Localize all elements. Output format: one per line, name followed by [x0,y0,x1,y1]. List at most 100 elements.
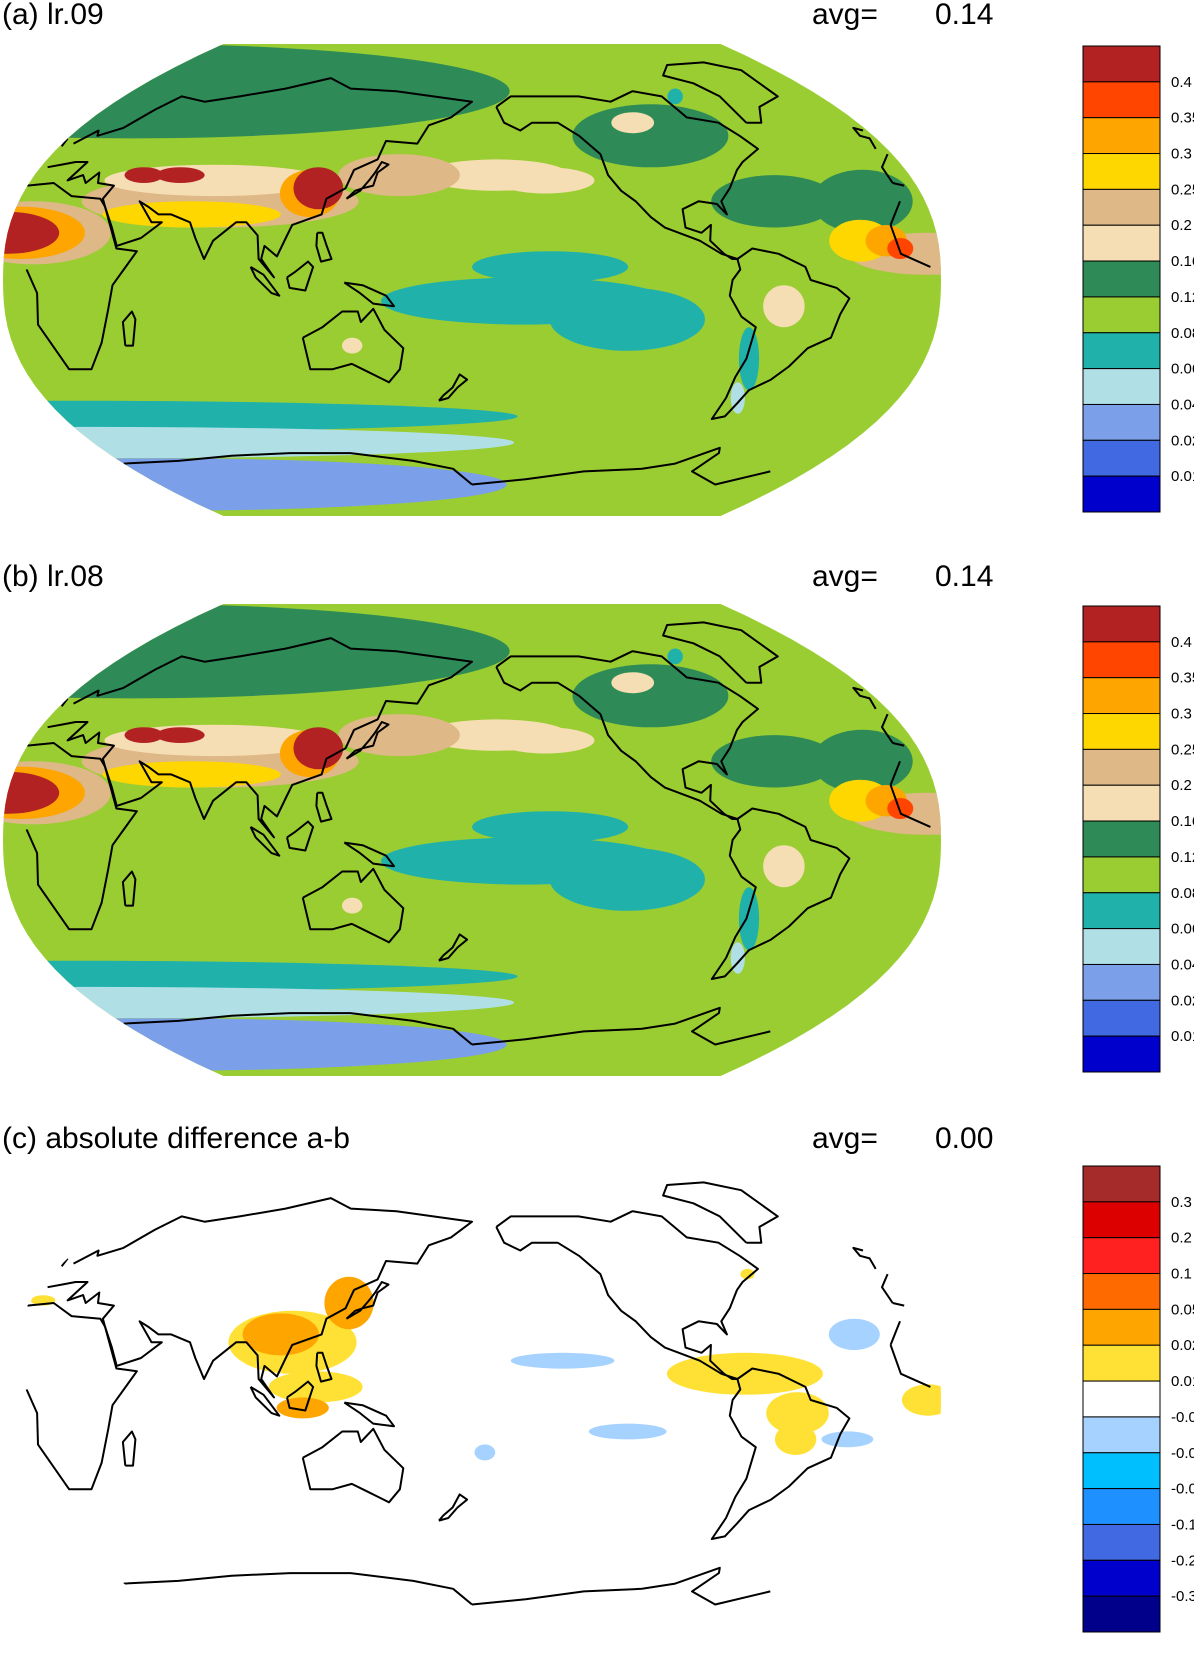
colorbar-label: 0.02 [1171,1337,1194,1354]
field-cell [711,735,837,788]
coastline-australia [301,867,405,944]
field-cell [588,1423,667,1440]
field-cell [549,847,705,911]
coastline-philippines [315,231,333,263]
field-cell [828,1318,880,1351]
field-cell [471,811,629,843]
world-map [3,1164,941,1636]
colorbar-label: 0.35 [1171,670,1194,687]
field-cell [738,327,760,391]
colorbar-label: 0.01 [1171,468,1194,485]
avg-label: avg= [812,1122,878,1155]
field-cell [572,664,729,728]
panel-b: (b) lr.08 avg= 0.14 0.4 0.35 0.3 0.25 0.2 0.1… [0,560,1194,1120]
field-cell [774,1423,817,1455]
colorbar-label: 0.08 [1171,885,1194,902]
coastline-samerica [710,807,851,980]
avg-value: 0.00 [935,1122,994,1155]
panel-c: (c) absolute difference a-b avg= 0.00 0.… [0,1120,1194,1677]
coastline-samerica [710,247,851,420]
avg-value: 0.14 [935,0,994,31]
colorbar-label: 0.12 [1171,849,1194,866]
field-cell [763,845,805,888]
colorbar-swatch [1082,784,1161,822]
coastline-namerica [495,1210,759,1380]
colorbar-swatch [1082,1559,1161,1597]
coastline-madagascar [121,310,137,347]
colorbar: 0.3 0.2 0.1 0.05 0.02 0.01 -0.01 -0.02 -0.05 -0.1… [1082,1165,1194,1633]
colorbar-swatch [1082,1308,1161,1346]
colorbar: 0.4 0.35 0.3 0.25 0.2 0.16 0.12 0.08 0.06 0.04 0.0… [1082,45,1194,513]
coastline-eurasia [47,637,905,839]
colorbar-swatch [1082,117,1161,155]
avg-label: avg= [812,0,878,31]
colorbar-swatch [1082,1595,1161,1633]
coastline-madagascar [121,1430,137,1467]
colorbar-swatch [1082,1237,1161,1275]
field-cell [887,798,914,819]
field-cell [510,1352,615,1369]
coastline-japan [345,1281,390,1320]
colorbar-swatch [1082,224,1161,262]
field-cell [887,238,914,259]
coastline-philippines [315,1351,333,1383]
field-cell [667,88,683,105]
coastline-eurasia [47,77,905,279]
colorbar-label: 0.1 [1171,1266,1192,1283]
colorbar-swatch [1082,892,1161,930]
map-background [3,1164,941,1636]
coastlines [25,61,931,486]
colorbar-swatch [1082,439,1161,477]
colorbar-label: 0.06 [1171,361,1194,378]
colorbar-label: 0.2 [1171,777,1192,794]
field-cell [3,604,510,699]
coastline-greenland [662,1181,779,1244]
colorbar-swatch [1082,605,1161,643]
field-cell [293,727,344,770]
colorbar-swatch [1082,748,1161,786]
panel-a: (a) lr.09 avg= 0.14 0.4 0.35 0.3 0.25 0.2 0.1… [0,0,1194,560]
coastline-ngiunea [343,1401,395,1428]
colorbar-label: -0.1 [1171,1517,1194,1534]
colorbar-swatch [1082,1273,1161,1310]
colorbar-label: 0.2 [1171,1230,1192,1247]
coastline-australia [301,1427,405,1504]
colorbar: 0.4 0.35 0.3 0.25 0.2 0.16 0.12 0.08 0.06 0.04 0.0… [1082,605,1194,1073]
colorbar-swatch [1082,153,1161,190]
colorbar-label: 0.35 [1171,110,1194,127]
colorbar-swatch [1082,296,1161,334]
colorbar-label: 0.02 [1171,992,1194,1009]
field-cell [242,1313,319,1356]
colorbar-label: 0.3 [1171,146,1192,163]
field-cell [124,167,164,184]
colorbar-label: 0.12 [1171,289,1194,306]
field-cell [667,648,683,665]
colorbar-label: 0.2 [1171,217,1192,234]
field-cell [342,897,363,914]
field-cell [766,1392,829,1435]
colorbar-swatch [1082,1452,1161,1490]
coastline-africa [25,1302,931,1491]
colorbar-swatch [1082,1416,1161,1454]
colorbar-swatch [1082,820,1161,858]
field-cell [3,44,510,139]
colorbar-swatch [1082,999,1161,1037]
colorbar-swatch [1082,1523,1161,1561]
field-cell [738,887,760,951]
colorbar-label: -0.02 [1171,1445,1194,1462]
field-cell [338,154,460,197]
coastline-sumatra [249,826,281,857]
colorbar-swatch [1082,1035,1161,1073]
field-cell [740,1268,755,1280]
panel-title: (c) absolute difference a-b [2,1122,350,1155]
coastline-borneo [286,260,315,292]
field-cell [496,727,595,754]
field-cell [474,1444,496,1461]
field-cell [711,175,837,228]
coastline-africa [25,742,931,931]
colorbar-swatch [1082,45,1161,83]
field-cell [549,287,705,351]
field-cell [471,251,629,283]
coastline-namerica [495,90,759,260]
colorbar-label: -0.3 [1171,1588,1194,1605]
